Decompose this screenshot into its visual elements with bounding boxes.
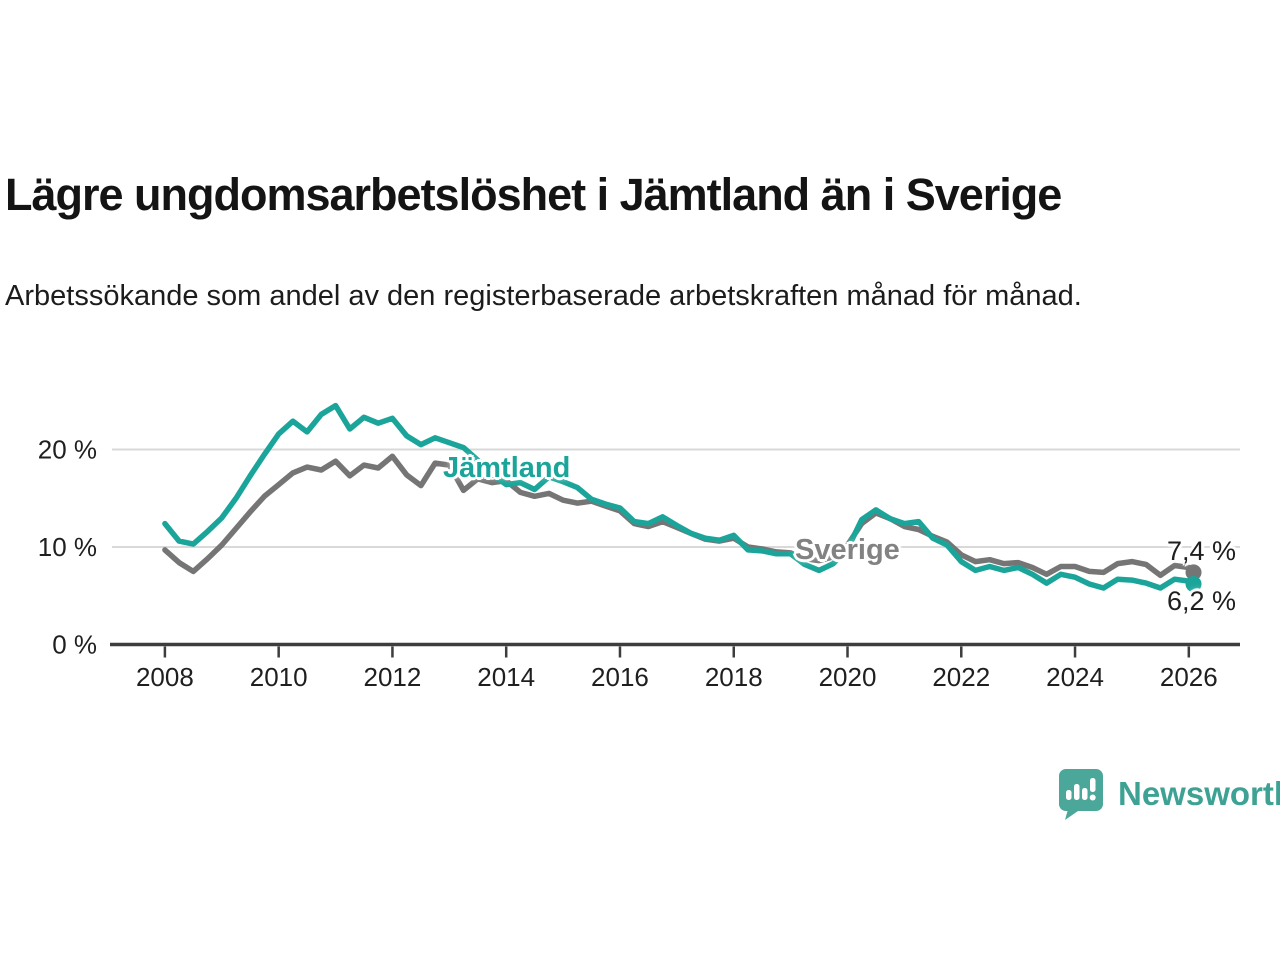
jamtland-end-dot [1185,576,1202,593]
series-label-jamtland: Jämtland [443,452,571,484]
x-tick-label: 2012 [364,662,422,692]
x-tick-label: 2020 [819,662,877,692]
x-tick-label: 2026 [1160,662,1218,692]
x-tick-label: 2024 [1046,662,1104,692]
y-tick-label: 0 % [52,630,97,660]
x-tick-label: 2010 [250,662,308,692]
x-tick-label: 2018 [705,662,763,692]
x-tick-label: 2022 [932,662,990,692]
chart-subtitle: Arbetssökande som andel av den registerb… [5,280,1082,312]
y-tick-label: 20 % [38,435,97,465]
jamtland-line [162,402,1197,591]
sverige-line [162,453,1197,579]
y-tick-label: 10 % [38,532,97,562]
newsworthy-bar-chart-icon [1059,769,1103,820]
x-tick-label: 2014 [477,662,535,692]
newsworthy-logo: Newsworthy [1056,768,1280,820]
x-tick-label: 2016 [591,662,649,692]
chart-title: Lägre ungdomsarbetslöshet i Jämtland än … [5,169,1062,221]
x-tick-label: 2008 [136,662,194,692]
newsworthy-logo-text: Newsworthy [1118,775,1280,812]
end-value-label-sverige: 7,4 % [1167,536,1237,566]
end-value-label-jamtland: 6,2 % [1167,586,1237,616]
sverige-end-dot [1185,564,1202,581]
series-label-sverige: Sverige [795,534,900,566]
